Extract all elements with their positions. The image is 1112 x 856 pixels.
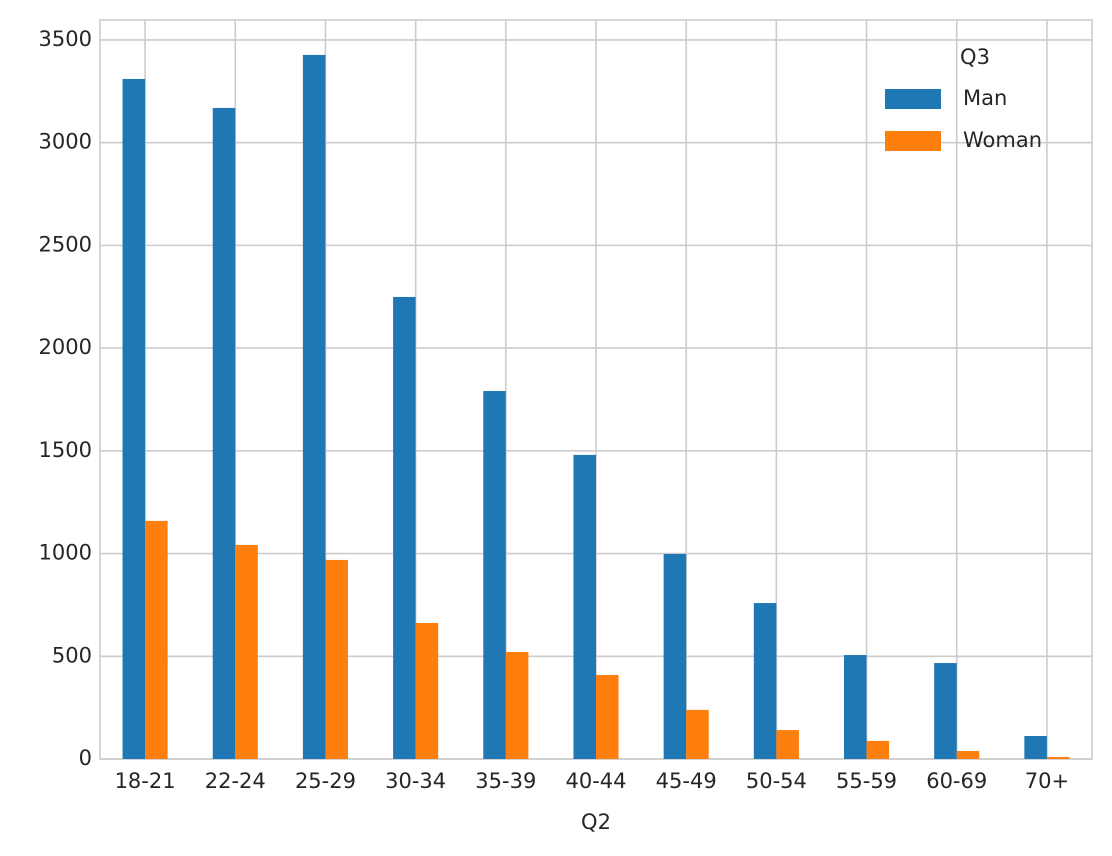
bar <box>393 296 416 759</box>
legend-swatch <box>885 89 941 109</box>
bar <box>325 559 348 759</box>
bar <box>934 663 957 759</box>
x-tick-label: 45-49 <box>656 769 717 793</box>
y-tick-label: 0 <box>79 746 92 770</box>
legend-label: Man <box>963 86 1007 110</box>
bar <box>573 454 596 759</box>
bar <box>1046 756 1070 759</box>
x-tick-label: 55-59 <box>836 769 897 793</box>
legend-label: Woman <box>963 128 1042 152</box>
x-tick-label: 25-29 <box>295 769 356 793</box>
bar <box>956 750 980 759</box>
bar <box>145 520 168 759</box>
bar <box>686 709 709 759</box>
y-tick-label: 2000 <box>39 335 92 359</box>
y-tick-label: 3500 <box>39 27 92 51</box>
x-tick-label: 60-69 <box>926 769 987 793</box>
bar <box>776 730 799 759</box>
bar <box>753 603 777 759</box>
bar <box>415 622 439 759</box>
x-axis-label: Q2 <box>581 810 611 834</box>
bar <box>596 674 619 759</box>
x-tick-label: 40-44 <box>565 769 626 793</box>
x-tick-label: 70+ <box>1025 769 1069 793</box>
bar <box>663 553 687 759</box>
bar <box>122 78 146 759</box>
bar <box>235 544 258 759</box>
x-tick-label: 50-54 <box>746 769 807 793</box>
bar <box>505 651 529 759</box>
legend-title: Q3 <box>960 45 990 69</box>
x-tick-label: 22-24 <box>205 769 266 793</box>
y-tick-label: 2500 <box>39 232 92 256</box>
x-tick-label: 35-39 <box>475 769 536 793</box>
legend-swatch <box>885 131 941 151</box>
x-tick-label: 30-34 <box>385 769 446 793</box>
x-tick-label: 18-21 <box>115 769 176 793</box>
bar <box>1024 735 1047 759</box>
bar <box>302 54 326 759</box>
bar <box>866 740 890 759</box>
bar <box>844 655 867 759</box>
bar <box>212 107 236 759</box>
y-tick-label: 500 <box>52 643 92 667</box>
y-tick-label: 3000 <box>39 130 92 154</box>
bar <box>483 391 506 759</box>
y-tick-label: 1500 <box>39 438 92 462</box>
y-tick-label: 1000 <box>39 541 92 565</box>
